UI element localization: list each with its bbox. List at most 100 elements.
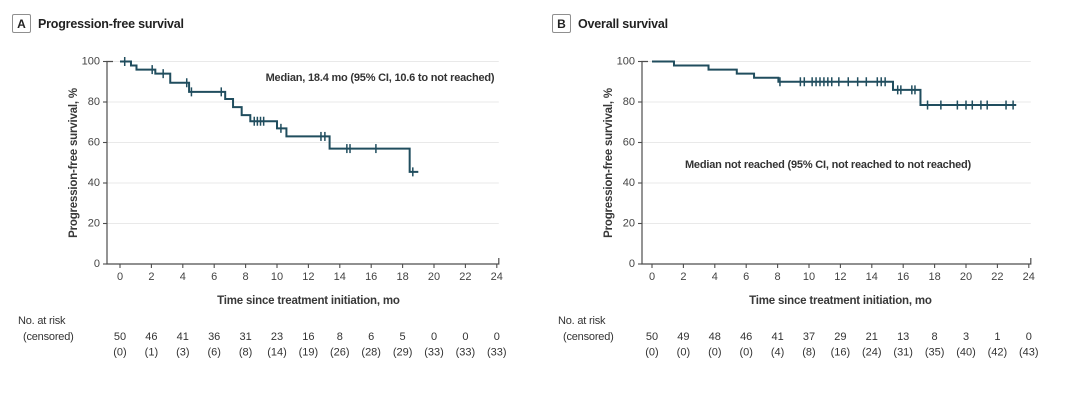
x-tick-label: 10 — [271, 271, 283, 283]
censored-value: (6) — [207, 347, 220, 359]
y-axis-title: Progression-free survival, % — [603, 88, 615, 238]
no-at-risk-label: No. at risk — [558, 315, 606, 327]
no-at-risk-label: No. at risk — [18, 315, 66, 327]
censored-value: (8) — [802, 347, 815, 359]
censored-value: (24) — [862, 347, 882, 359]
at-risk-value: 23 — [271, 331, 283, 343]
y-tick-label: 20 — [88, 218, 100, 230]
x-tick-label: 18 — [928, 271, 940, 283]
x-tick-label: 16 — [365, 271, 377, 283]
median-annotation: Median not reached (95% CI, not reached … — [685, 159, 972, 171]
x-tick-label: 12 — [834, 271, 846, 283]
x-tick-label: 6 — [211, 271, 217, 283]
at-risk-value: 0 — [431, 331, 437, 343]
y-tick-label: 40 — [88, 177, 100, 189]
x-tick-label: 16 — [897, 271, 909, 283]
at-risk-value: 21 — [866, 331, 878, 343]
censored-value: (3) — [176, 347, 189, 359]
y-tick-label: 0 — [629, 258, 635, 270]
x-tick-label: 4 — [712, 271, 718, 283]
censored-value: (43) — [1019, 347, 1039, 359]
x-tick-label: 14 — [866, 271, 878, 283]
censored-value: (19) — [299, 347, 319, 359]
censored-value: (31) — [893, 347, 913, 359]
at-risk-value: 16 — [302, 331, 314, 343]
censored-value: (4) — [771, 347, 784, 359]
y-tick-label: 20 — [623, 218, 635, 230]
at-risk-value: 13 — [897, 331, 909, 343]
x-tick-label: 24 — [1023, 271, 1035, 283]
panel-a: A Progression-free survival No. at risk … — [12, 14, 507, 359]
km-curve — [120, 60, 419, 173]
x-tick-label: 2 — [680, 271, 686, 283]
km-curve — [652, 60, 1017, 107]
x-tick-label: 6 — [743, 271, 749, 283]
censored-value: (26) — [330, 347, 350, 359]
censored-value: (35) — [925, 347, 945, 359]
axis-frame — [106, 60, 500, 265]
y-tick-label: 40 — [623, 177, 635, 189]
y-tick-label: 60 — [623, 137, 635, 149]
x-tick-label: 0 — [649, 271, 655, 283]
at-risk-value: 36 — [208, 331, 220, 343]
at-risk-value: 50 — [114, 331, 126, 343]
y-tick-label: 80 — [88, 96, 100, 108]
at-risk-value: 8 — [932, 331, 938, 343]
x-tick-label: 20 — [960, 271, 972, 283]
at-risk-value: 41 — [177, 331, 189, 343]
panel-b-label-box: B — [552, 14, 571, 33]
at-risk-value: 46 — [740, 331, 752, 343]
censored-value: (16) — [831, 347, 851, 359]
at-risk-value: 49 — [677, 331, 689, 343]
x-tick-label: 14 — [334, 271, 346, 283]
censored-value: (0) — [113, 347, 126, 359]
censored-value: (33) — [456, 347, 476, 359]
at-risk-value: 46 — [145, 331, 157, 343]
at-risk-value: 29 — [834, 331, 846, 343]
x-tick-label: 8 — [243, 271, 249, 283]
at-risk-value: 37 — [803, 331, 815, 343]
censored-value: (42) — [988, 347, 1008, 359]
x-tick-label: 18 — [396, 271, 408, 283]
x-tick-label: 20 — [428, 271, 440, 283]
x-tick-label: 24 — [491, 271, 503, 283]
at-risk-value: 3 — [963, 331, 969, 343]
panel-b-header: B Overall survival — [552, 14, 668, 33]
x-tick-label: 0 — [117, 271, 123, 283]
y-tick-label: 100 — [82, 56, 100, 68]
x-tick-label: 8 — [775, 271, 781, 283]
x-tick-label: 4 — [180, 271, 186, 283]
censored-value: (14) — [267, 347, 287, 359]
censored-value: (28) — [361, 347, 381, 359]
y-axis-title: Progression-free survival, % — [68, 88, 80, 238]
panel-a-title: Progression-free survival — [38, 16, 184, 31]
x-tick-label: 22 — [459, 271, 471, 283]
panel-a-label-box: A — [12, 14, 31, 33]
y-tick-label: 0 — [94, 258, 100, 270]
at-risk-value: 0 — [494, 331, 500, 343]
at-risk-value: 41 — [771, 331, 783, 343]
x-tick-label: 12 — [302, 271, 314, 283]
x-tick-label: 10 — [803, 271, 815, 283]
at-risk-value: 31 — [239, 331, 251, 343]
at-risk-value: 8 — [337, 331, 343, 343]
censored-label: (censored) — [23, 331, 74, 343]
censored-value: (0) — [645, 347, 658, 359]
censored-value: (8) — [239, 347, 252, 359]
median-annotation: Median, 18.4 mo (95% CI, 10.6 to not rea… — [266, 72, 495, 84]
x-tick-label: 22 — [991, 271, 1003, 283]
censored-value: (33) — [424, 347, 444, 359]
at-risk-value: 0 — [1026, 331, 1032, 343]
at-risk-value: 0 — [462, 331, 468, 343]
censored-value: (40) — [956, 347, 976, 359]
censored-label: (censored) — [563, 331, 614, 343]
censored-value: (29) — [393, 347, 413, 359]
panel-b: B Overall survival No. at risk (censored… — [540, 0, 1080, 400]
at-risk-value: 48 — [709, 331, 721, 343]
censored-value: (33) — [487, 347, 507, 359]
censored-value: (0) — [677, 347, 690, 359]
x-tick-label: 2 — [148, 271, 154, 283]
panel-a-header: A Progression-free survival — [12, 14, 184, 33]
